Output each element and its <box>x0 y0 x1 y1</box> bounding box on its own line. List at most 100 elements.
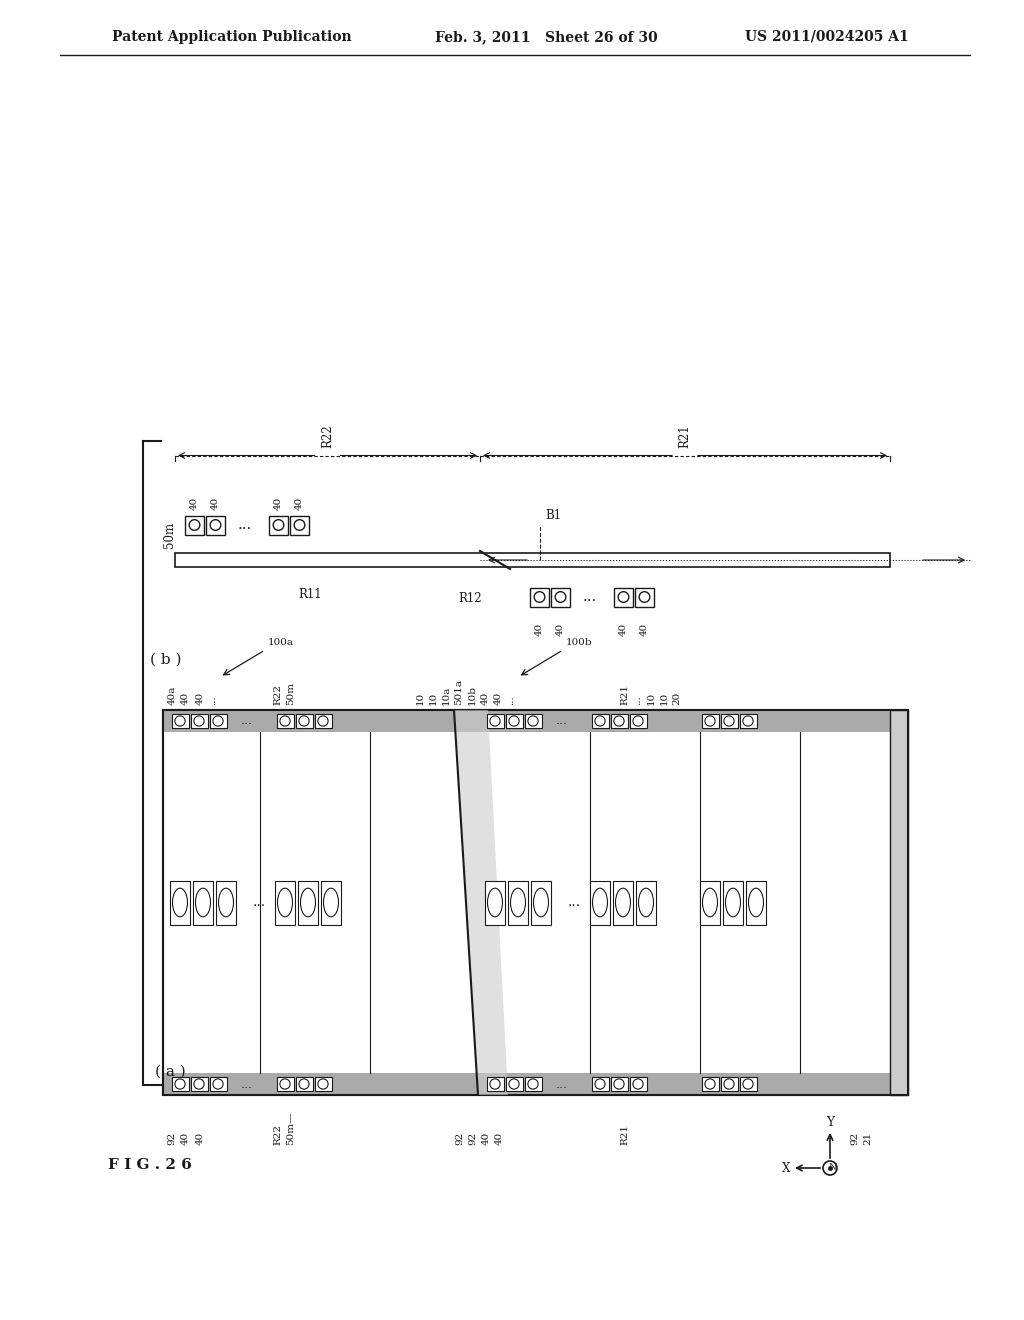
Bar <box>613 880 633 924</box>
Bar <box>630 714 646 729</box>
Bar <box>314 1077 332 1092</box>
Ellipse shape <box>593 888 607 917</box>
Bar <box>524 1077 542 1092</box>
Ellipse shape <box>534 888 549 917</box>
Bar <box>551 587 570 606</box>
Polygon shape <box>454 710 508 1096</box>
Text: US 2011/0024205 A1: US 2011/0024205 A1 <box>745 30 908 44</box>
Text: 10: 10 <box>428 692 437 705</box>
Text: ...: ... <box>556 714 568 727</box>
Text: N: N <box>828 1163 836 1172</box>
Text: 40: 40 <box>494 692 503 705</box>
Bar <box>216 880 236 924</box>
Bar <box>171 1077 188 1092</box>
Bar <box>701 1077 719 1092</box>
Ellipse shape <box>172 888 187 917</box>
Bar <box>531 880 551 924</box>
Bar <box>193 880 213 924</box>
Text: 40a: 40a <box>168 685 176 705</box>
Text: 40: 40 <box>480 692 489 705</box>
Bar <box>171 714 188 729</box>
Bar <box>163 710 908 1096</box>
Bar <box>610 714 628 729</box>
Bar <box>636 880 656 924</box>
Text: 40: 40 <box>180 1131 189 1144</box>
Bar <box>506 714 522 729</box>
Ellipse shape <box>218 888 233 917</box>
Text: ...: ... <box>238 517 252 532</box>
Text: R22: R22 <box>321 424 334 447</box>
Ellipse shape <box>324 888 339 917</box>
Bar <box>635 587 654 606</box>
Bar <box>590 880 610 924</box>
Bar <box>298 880 318 924</box>
Ellipse shape <box>725 888 740 917</box>
Bar <box>276 1077 294 1092</box>
Bar <box>170 880 190 924</box>
Ellipse shape <box>639 888 653 917</box>
Text: ...: ... <box>209 696 217 705</box>
Text: R21: R21 <box>621 1125 630 1144</box>
Text: 40: 40 <box>211 498 220 511</box>
Text: 40: 40 <box>495 1131 504 1144</box>
Text: ...: ... <box>241 714 253 727</box>
Text: 10: 10 <box>646 692 655 705</box>
Bar <box>163 710 908 1096</box>
Text: 10a: 10a <box>441 685 451 705</box>
Text: 92: 92 <box>456 1131 465 1144</box>
Bar <box>592 714 608 729</box>
Bar <box>206 516 225 535</box>
Bar <box>592 1077 608 1092</box>
Text: Feb. 3, 2011   Sheet 26 of 30: Feb. 3, 2011 Sheet 26 of 30 <box>435 30 657 44</box>
Text: 50m: 50m <box>287 682 296 705</box>
Text: 20: 20 <box>673 692 682 705</box>
Bar <box>290 516 309 535</box>
Text: R12: R12 <box>458 591 482 605</box>
Bar <box>321 880 341 924</box>
Text: ...: ... <box>253 895 265 909</box>
Bar <box>190 1077 208 1092</box>
Bar <box>524 714 542 729</box>
Text: 40: 40 <box>196 1131 205 1144</box>
Ellipse shape <box>749 888 764 917</box>
Text: 10: 10 <box>416 692 425 705</box>
Text: 92: 92 <box>168 1131 176 1144</box>
Ellipse shape <box>702 888 718 917</box>
Text: 40: 40 <box>640 623 649 636</box>
Bar <box>508 880 528 924</box>
Bar <box>506 1077 522 1092</box>
Bar <box>630 1077 646 1092</box>
Bar <box>610 1077 628 1092</box>
Ellipse shape <box>278 888 293 917</box>
Text: 50m: 50m <box>164 521 176 548</box>
Text: ...: ... <box>583 590 597 605</box>
Text: 21: 21 <box>863 1131 872 1144</box>
Bar <box>723 880 743 924</box>
Bar <box>175 553 890 568</box>
Text: ...: ... <box>556 1077 568 1090</box>
Text: 10b: 10b <box>468 685 476 705</box>
Bar <box>296 1077 312 1092</box>
Ellipse shape <box>300 888 315 917</box>
Text: 40: 40 <box>196 692 205 705</box>
Text: ( b ): ( b ) <box>150 653 181 667</box>
Text: R21: R21 <box>679 424 691 447</box>
Bar <box>163 710 908 733</box>
Bar <box>314 714 332 729</box>
Text: Patent Application Publication: Patent Application Publication <box>112 30 351 44</box>
Bar <box>276 714 294 729</box>
Text: 40: 40 <box>618 623 628 636</box>
Text: 40: 40 <box>295 498 304 511</box>
Bar <box>739 714 757 729</box>
Ellipse shape <box>511 888 525 917</box>
Bar <box>275 880 295 924</box>
Bar <box>614 587 633 606</box>
Text: 92: 92 <box>851 1131 859 1144</box>
Bar <box>890 710 908 1096</box>
Text: R21: R21 <box>621 684 630 705</box>
Text: ( a ): ( a ) <box>155 1065 185 1078</box>
Text: ...: ... <box>634 696 642 705</box>
Bar <box>701 714 719 729</box>
Text: 10: 10 <box>659 692 669 705</box>
Bar <box>185 516 204 535</box>
